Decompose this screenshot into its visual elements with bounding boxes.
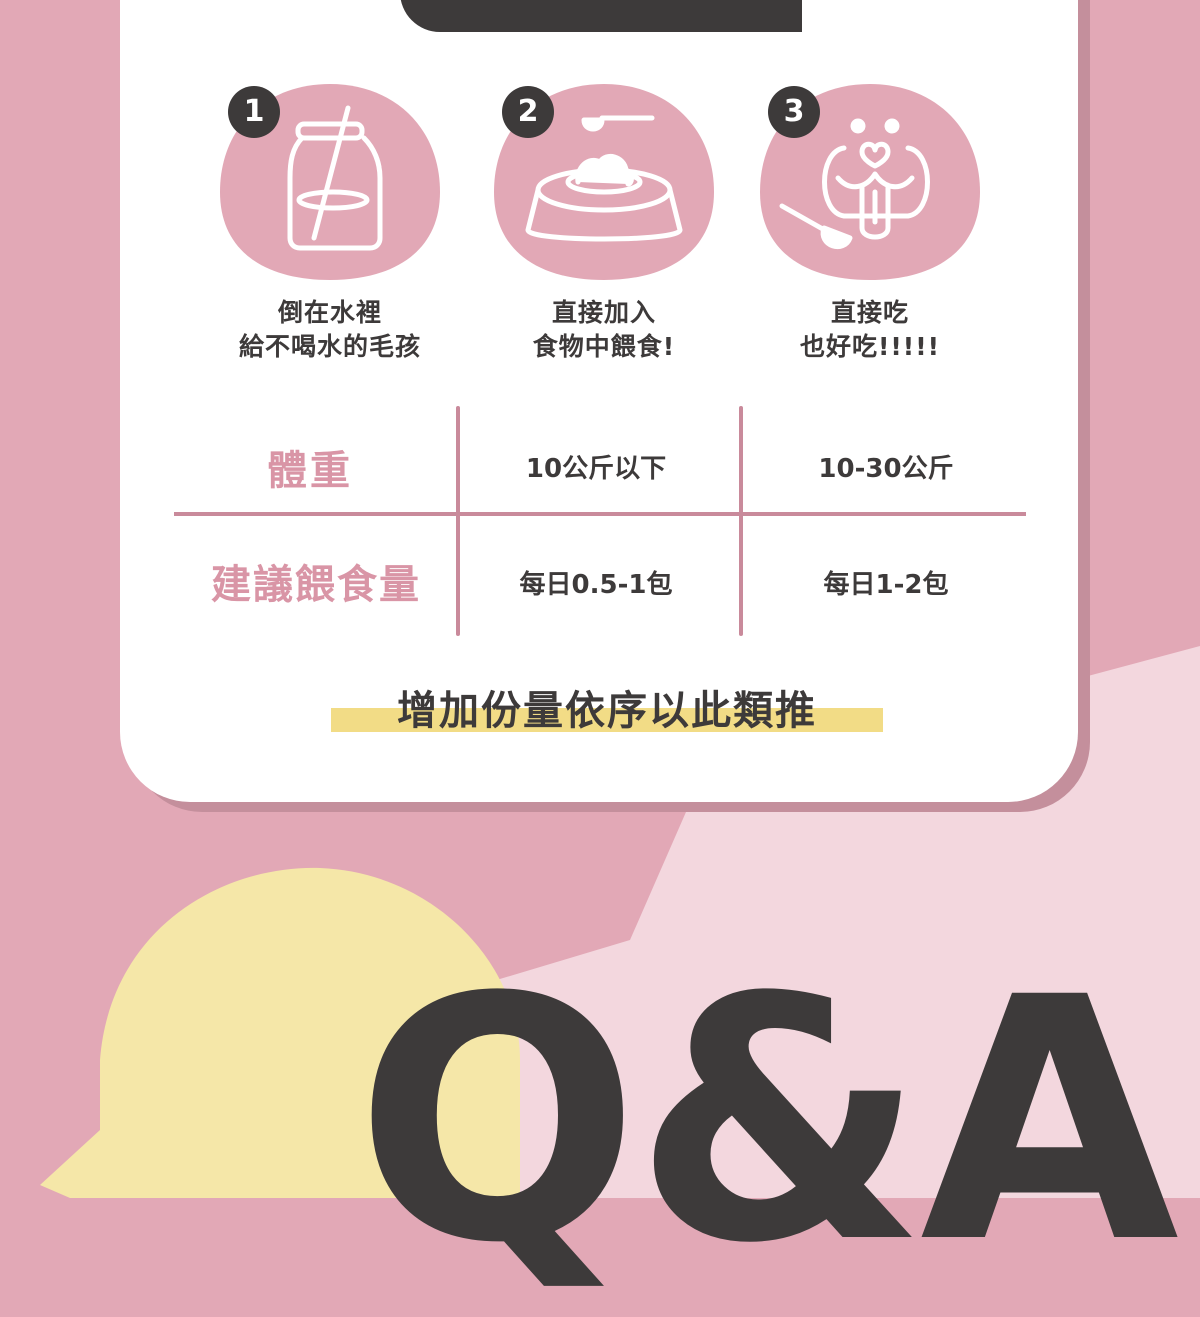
note-text: 增加份量依序以此類推 — [397, 688, 817, 734]
step-1-label-line2: 給不喝水的毛孩 — [238, 332, 421, 361]
table-row-1-col-2: 10-30公斤 — [818, 454, 954, 484]
step-1: 1 — [218, 82, 442, 282]
table-row-1-label: 體重 — [267, 448, 353, 494]
title-banner — [400, 0, 802, 32]
step-2: 2 — [492, 82, 716, 282]
step-1-label-line1: 倒在水裡 — [277, 298, 382, 327]
step-2-number-badge: 2 — [502, 86, 554, 138]
table-row-1-col-1: 10公斤以下 — [525, 454, 667, 484]
table-row-2-col-2: 每日1-2包 — [823, 570, 949, 600]
step-3-number-badge: 3 — [768, 86, 820, 138]
note-highlight — [331, 708, 883, 732]
table-vertical-divider-1 — [456, 406, 460, 636]
step-3-label-line2: 也好吃!!!!! — [799, 332, 940, 361]
step-3-label-line1: 直接吃 — [830, 298, 909, 327]
table-horizontal-divider — [174, 512, 1026, 516]
step-2-label-line2: 食物中餵食! — [532, 332, 676, 361]
step-1-number-badge: 1 — [228, 86, 280, 138]
step-3: 3 — [758, 82, 982, 282]
qa-title: Q&A — [355, 927, 1179, 1317]
step-3-label: 直接吃 也好吃!!!!! — [740, 296, 1000, 364]
speech-bubble — [40, 867, 520, 1198]
table-vertical-divider-2 — [739, 406, 743, 636]
pet-bowl-scoop-icon — [525, 115, 683, 242]
step-2-label-line1: 直接加入 — [551, 298, 656, 327]
table-row-2-label: 建議餵食量 — [211, 562, 421, 608]
step-2-label: 直接加入 食物中餵食! — [474, 296, 734, 364]
step-1-label: 倒在水裡 給不喝水的毛孩 — [200, 296, 460, 364]
table-row-2-col-1: 每日0.5-1包 — [519, 570, 673, 600]
jar-straw-icon — [287, 105, 383, 251]
dog-face-scoop-icon — [779, 118, 930, 250]
